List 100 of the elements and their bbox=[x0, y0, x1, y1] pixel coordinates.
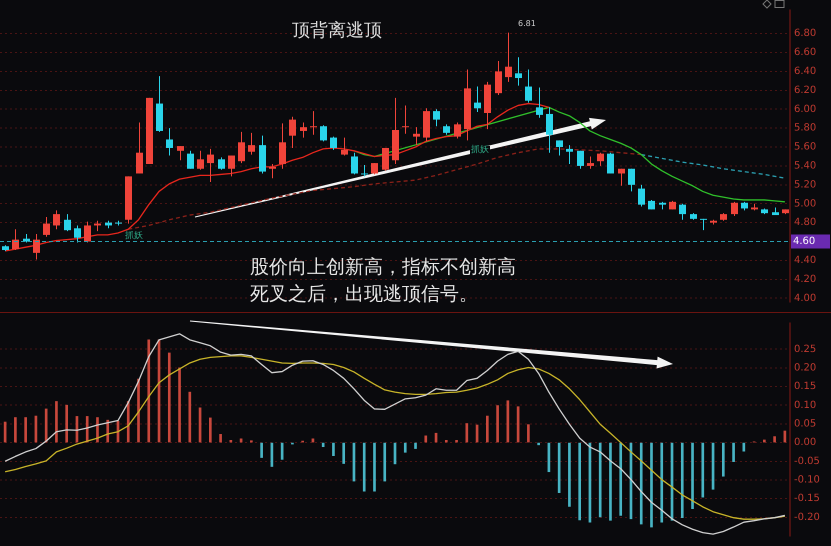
bar bbox=[598, 442, 602, 518]
bar bbox=[76, 416, 78, 442]
bar bbox=[558, 442, 560, 493]
bar bbox=[496, 405, 499, 442]
candlestick bbox=[187, 150, 194, 170]
bar bbox=[630, 442, 632, 520]
bar bbox=[240, 438, 242, 442]
candlestick bbox=[618, 168, 625, 186]
y-tick-label: 4.20 bbox=[794, 274, 816, 285]
annotation: 6.81 bbox=[518, 19, 536, 28]
candlestick bbox=[12, 228, 19, 251]
candlestick bbox=[515, 56, 522, 86]
candlestick bbox=[218, 156, 225, 170]
candlestick bbox=[53, 210, 60, 230]
y-tick-label: -0.20 bbox=[794, 512, 820, 523]
bar bbox=[332, 442, 335, 456]
y-tick-label: 6.80 bbox=[794, 28, 816, 40]
candlestick bbox=[64, 214, 71, 232]
candlestick bbox=[454, 122, 461, 140]
y-tick-label: 5.00 bbox=[794, 198, 816, 210]
bar bbox=[476, 424, 478, 442]
candlestick bbox=[371, 162, 378, 175]
y-tick-label: 6.60 bbox=[794, 47, 816, 58]
bar bbox=[650, 442, 653, 528]
bar bbox=[178, 368, 181, 442]
bar bbox=[722, 442, 725, 477]
candlestick bbox=[341, 137, 348, 156]
bar bbox=[742, 442, 746, 452]
bar bbox=[312, 438, 314, 442]
bar bbox=[198, 407, 202, 442]
y-tick-label: 4.40 bbox=[794, 255, 816, 266]
candlestick bbox=[320, 124, 327, 142]
bar bbox=[383, 442, 386, 482]
candlestick bbox=[679, 203, 686, 220]
bar bbox=[465, 423, 468, 442]
bar bbox=[116, 420, 120, 442]
candlestick bbox=[731, 201, 738, 217]
bar bbox=[537, 442, 540, 446]
candlestick bbox=[248, 132, 255, 156]
text: 顶背离逃顶 bbox=[292, 20, 382, 41]
y-tick-label: 5.20 bbox=[794, 179, 816, 190]
candlestick bbox=[607, 152, 614, 174]
bar bbox=[394, 442, 396, 464]
y-tick-label: 0.00 bbox=[794, 437, 816, 448]
bar bbox=[280, 442, 284, 460]
bar bbox=[670, 442, 674, 521]
y-tick-label: 6.20 bbox=[794, 84, 816, 96]
bar bbox=[322, 442, 325, 448]
bar bbox=[619, 442, 622, 516]
annotation: 抓妖 bbox=[470, 145, 490, 155]
candlestick bbox=[166, 128, 173, 156]
candlestick bbox=[84, 221, 91, 243]
candlestick bbox=[94, 220, 101, 232]
bar bbox=[732, 442, 735, 462]
y-tick-label: 6.40 bbox=[794, 66, 816, 78]
bar bbox=[137, 378, 140, 442]
bar bbox=[773, 436, 776, 442]
candlestick bbox=[33, 233, 40, 260]
candlestick bbox=[238, 131, 245, 164]
y-tick-label: 0.25 bbox=[794, 344, 816, 355]
bar bbox=[548, 442, 550, 472]
bar bbox=[168, 352, 171, 442]
candlestick bbox=[351, 152, 358, 175]
bar bbox=[763, 440, 766, 442]
y-tick-label: 5.80 bbox=[794, 122, 816, 134]
bar bbox=[568, 442, 571, 507]
candlestick bbox=[382, 147, 389, 172]
candlestick bbox=[495, 60, 502, 96]
y-tick-label: -0.10 bbox=[794, 474, 820, 486]
candlestick bbox=[361, 164, 368, 177]
candlestick bbox=[402, 104, 409, 134]
candlestick bbox=[74, 224, 81, 243]
candlestick bbox=[536, 86, 543, 118]
bar bbox=[486, 416, 489, 442]
candlestick bbox=[577, 150, 584, 170]
candlestick bbox=[556, 140, 563, 156]
bar bbox=[4, 422, 6, 442]
y-tick-label: 0.15 bbox=[794, 381, 816, 392]
bar bbox=[701, 442, 704, 498]
candlestick bbox=[505, 32, 512, 82]
bar bbox=[342, 442, 346, 464]
candlestick bbox=[443, 124, 450, 136]
candlestick bbox=[474, 86, 481, 113]
candlestick bbox=[43, 216, 50, 238]
candlestick bbox=[310, 110, 317, 136]
candlestick bbox=[700, 218, 707, 231]
y-tick-label: 0.10 bbox=[794, 400, 816, 411]
candlestick bbox=[136, 122, 143, 174]
bar bbox=[640, 442, 643, 524]
candlestick bbox=[628, 168, 635, 192]
y-tick-label: -0.15 bbox=[794, 493, 820, 504]
candlestick bbox=[177, 146, 184, 161]
bar bbox=[424, 436, 428, 442]
annotation: 死叉之后，出现逃顶信号。 bbox=[250, 283, 478, 305]
candlestick bbox=[648, 199, 655, 210]
candlestick bbox=[525, 69, 532, 104]
bar bbox=[506, 400, 510, 442]
y-tick-label: 0.20 bbox=[794, 362, 816, 374]
bar bbox=[362, 442, 366, 492]
bar bbox=[434, 432, 438, 442]
